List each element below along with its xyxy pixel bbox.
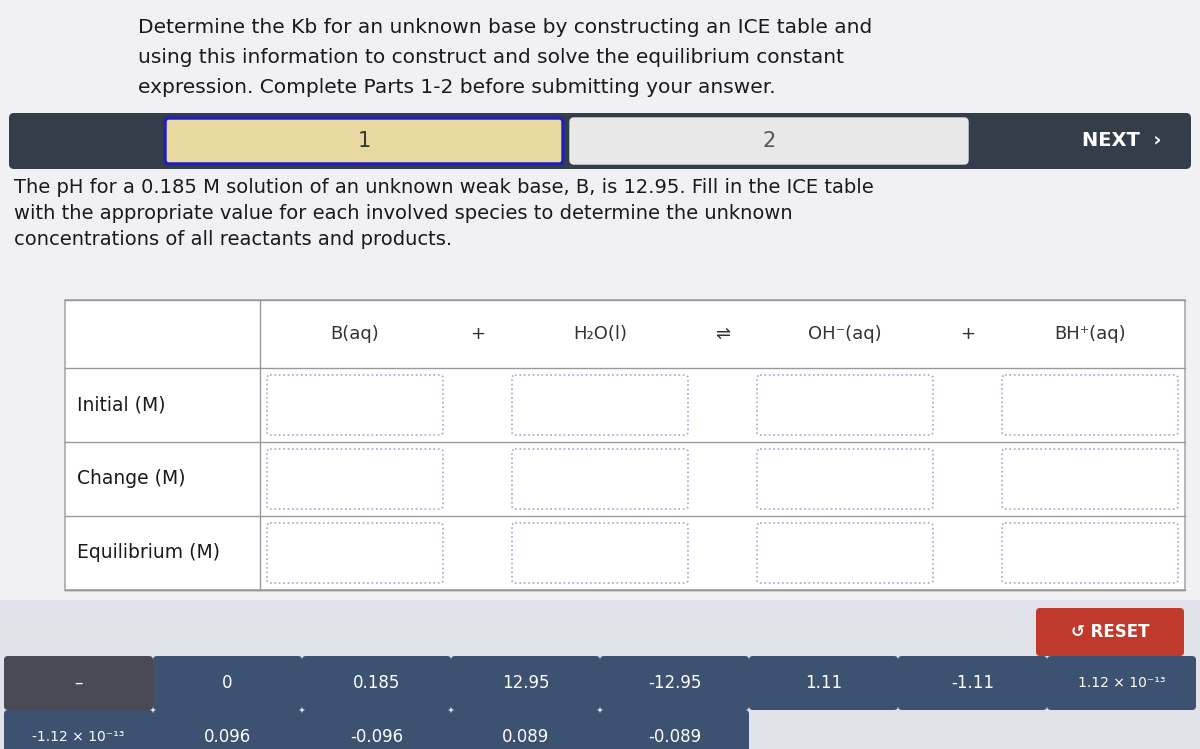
Text: -12.95: -12.95 [648,674,701,692]
Text: -0.096: -0.096 [350,728,403,746]
FancyBboxPatch shape [266,449,443,509]
FancyBboxPatch shape [266,523,443,583]
Text: Change (M): Change (M) [77,470,186,488]
Text: OH⁻(aq): OH⁻(aq) [808,325,882,343]
FancyBboxPatch shape [451,710,600,749]
Text: 1.12 × 10⁻¹³: 1.12 × 10⁻¹³ [1078,676,1165,690]
FancyBboxPatch shape [154,656,302,710]
FancyBboxPatch shape [302,656,451,710]
Text: ⇌: ⇌ [715,325,730,343]
Text: +: + [470,325,485,343]
FancyBboxPatch shape [302,710,451,749]
Text: -1.11: -1.11 [952,674,994,692]
FancyBboxPatch shape [4,710,154,749]
FancyBboxPatch shape [166,118,563,164]
Text: 1.11: 1.11 [805,674,842,692]
Text: H₂O(l): H₂O(l) [574,325,628,343]
Text: Equilibrium (M): Equilibrium (M) [77,544,220,562]
Text: BH⁺(aq): BH⁺(aq) [1054,325,1126,343]
FancyBboxPatch shape [749,656,898,710]
Text: 2: 2 [762,131,775,151]
Text: ↺ RESET: ↺ RESET [1070,623,1150,641]
Text: 1: 1 [358,131,371,151]
FancyBboxPatch shape [154,710,302,749]
Text: B(aq): B(aq) [331,325,379,343]
FancyBboxPatch shape [1046,656,1196,710]
Text: Initial (M): Initial (M) [77,395,166,414]
Text: -0.089: -0.089 [648,728,701,746]
FancyBboxPatch shape [1036,608,1184,656]
FancyBboxPatch shape [10,113,1190,169]
Text: –: – [74,674,83,692]
FancyBboxPatch shape [512,523,688,583]
FancyBboxPatch shape [757,523,934,583]
Text: 0.185: 0.185 [353,674,400,692]
FancyBboxPatch shape [0,600,1200,749]
FancyBboxPatch shape [570,118,968,164]
Text: NEXT  ›: NEXT › [1081,132,1162,151]
Text: +: + [960,325,974,343]
Text: concentrations of all reactants and products.: concentrations of all reactants and prod… [14,230,452,249]
FancyBboxPatch shape [1002,375,1178,435]
FancyBboxPatch shape [512,449,688,509]
Text: 0.089: 0.089 [502,728,550,746]
Text: expression. Complete Parts 1-2 before submitting your answer.: expression. Complete Parts 1-2 before su… [138,78,775,97]
FancyBboxPatch shape [757,375,934,435]
Text: using this information to construct and solve the equilibrium constant: using this information to construct and … [138,48,844,67]
FancyBboxPatch shape [65,300,1186,590]
FancyBboxPatch shape [757,449,934,509]
Text: with the appropriate value for each involved species to determine the unknown: with the appropriate value for each invo… [14,204,793,223]
Text: Determine the Kb for an unknown base by constructing an ICE table and: Determine the Kb for an unknown base by … [138,18,872,37]
FancyBboxPatch shape [266,375,443,435]
FancyBboxPatch shape [1002,523,1178,583]
Text: 0.096: 0.096 [204,728,251,746]
FancyBboxPatch shape [512,375,688,435]
FancyBboxPatch shape [600,656,749,710]
FancyBboxPatch shape [451,656,600,710]
FancyBboxPatch shape [600,710,749,749]
FancyBboxPatch shape [1002,449,1178,509]
FancyBboxPatch shape [898,656,1046,710]
Text: The pH for a 0.185 M solution of an unknown weak base, B, is 12.95. Fill in the : The pH for a 0.185 M solution of an unkn… [14,178,874,197]
Text: -1.12 × 10⁻¹³: -1.12 × 10⁻¹³ [32,730,125,744]
Text: 0: 0 [222,674,233,692]
FancyBboxPatch shape [4,656,154,710]
Text: 12.95: 12.95 [502,674,550,692]
